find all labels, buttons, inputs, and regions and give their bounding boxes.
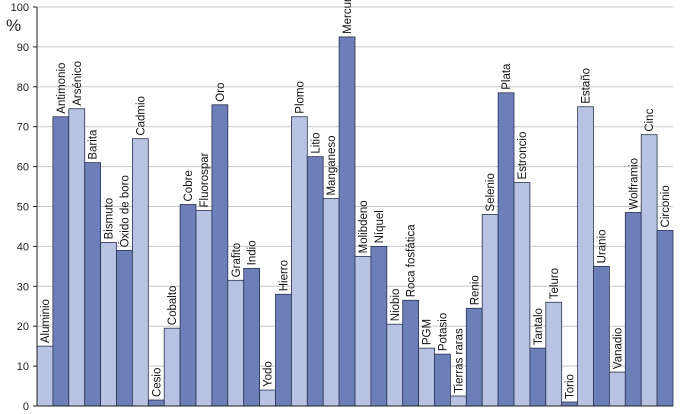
bar-label: Circonio bbox=[660, 185, 672, 227]
bar-30 bbox=[497, 92, 515, 407]
bar-label: Arsénico bbox=[72, 61, 84, 106]
bar-label: Renio bbox=[469, 275, 481, 305]
bar-17 bbox=[290, 116, 308, 407]
bar-7 bbox=[131, 138, 149, 407]
bar-label: Grafito bbox=[231, 243, 243, 278]
bar-label: Estaño bbox=[581, 68, 593, 104]
bar-label: Plomo bbox=[294, 81, 306, 114]
bar-21 bbox=[354, 255, 372, 407]
bar-37 bbox=[609, 371, 626, 407]
bar-label: Litio bbox=[310, 133, 322, 154]
bar-label: Torio bbox=[565, 374, 577, 399]
bar-9 bbox=[163, 327, 181, 407]
bar-27 bbox=[449, 395, 467, 407]
bar-8 bbox=[147, 399, 165, 407]
bar-label: Antimonio bbox=[56, 63, 68, 114]
y-tick-label: 80 bbox=[17, 82, 29, 94]
bar-1 bbox=[36, 345, 54, 407]
bar-39 bbox=[640, 134, 658, 407]
bar-23 bbox=[386, 323, 404, 407]
bar-label: Estroncio bbox=[517, 132, 529, 180]
bar-label: Níquel bbox=[374, 210, 386, 243]
bar-label: Niobio bbox=[390, 289, 402, 322]
bar-13 bbox=[227, 279, 245, 407]
bar-4 bbox=[84, 162, 101, 407]
bar-label: Fluorospar bbox=[199, 152, 211, 207]
bar-label: Cadmio bbox=[135, 96, 147, 136]
axes: 0 10 20 30 40 50 60 70 80 90 100 bbox=[11, 2, 673, 413]
bar-label: Vanadio bbox=[612, 328, 624, 369]
bar-14 bbox=[243, 267, 260, 407]
bar-18 bbox=[306, 156, 324, 407]
y-tick-label: 40 bbox=[17, 241, 29, 253]
bar-label: Roca fosfática bbox=[406, 224, 418, 297]
bar-label: Barita bbox=[88, 129, 100, 160]
bar-10 bbox=[179, 204, 197, 407]
bar-label: Hierro bbox=[278, 260, 290, 291]
bar-label: Selenio bbox=[485, 173, 497, 211]
bar-label: Molibdeno bbox=[358, 200, 370, 253]
bar-label: Oro bbox=[215, 83, 227, 102]
bar-32 bbox=[529, 347, 547, 407]
bar-25 bbox=[418, 347, 435, 407]
y-axis-unit-label: % bbox=[6, 16, 21, 35]
y-tick-label: 20 bbox=[17, 321, 29, 333]
y-tick-label: 100 bbox=[11, 2, 29, 14]
bar-38 bbox=[624, 212, 642, 407]
y-tick-label: 50 bbox=[17, 202, 29, 214]
bar-40 bbox=[656, 230, 674, 407]
bar-label: Tantalo bbox=[533, 308, 545, 345]
y-tick-label: 0 bbox=[23, 401, 29, 413]
bar-label: Tierras raras bbox=[453, 328, 465, 393]
bar-label: PGM bbox=[422, 319, 434, 345]
bar-label: Teluro bbox=[549, 268, 561, 299]
bar-19 bbox=[322, 198, 340, 407]
bar-label: Bismuto bbox=[104, 198, 116, 240]
bar-5 bbox=[100, 242, 117, 407]
bar-label: Cinc bbox=[644, 108, 656, 131]
bar-label: Uranio bbox=[596, 229, 608, 263]
bar-label: Manganeso bbox=[326, 135, 338, 195]
bar-31 bbox=[513, 182, 531, 407]
bar-11 bbox=[195, 210, 213, 407]
bar-label: Cesio bbox=[151, 368, 163, 397]
bar-33 bbox=[545, 301, 563, 407]
bar-15 bbox=[259, 389, 276, 407]
bar-34 bbox=[561, 401, 579, 407]
bar-16 bbox=[275, 293, 292, 407]
bar-22 bbox=[370, 245, 388, 407]
bar-36 bbox=[593, 265, 610, 407]
y-tick-label: 60 bbox=[17, 162, 29, 174]
bar-3 bbox=[68, 108, 86, 407]
bar-29 bbox=[481, 214, 499, 407]
bar-label: Cobre bbox=[183, 170, 195, 201]
bar-label: Óxido de boro bbox=[118, 175, 131, 247]
bar-label: Mercurio bbox=[342, 0, 354, 34]
bar-label: Cobalto bbox=[167, 286, 179, 326]
bar-label: Indio bbox=[247, 240, 259, 265]
bar-35 bbox=[577, 106, 594, 407]
bar-label: Plata bbox=[501, 63, 513, 90]
y-tick-label: 90 bbox=[17, 42, 29, 54]
bar-24 bbox=[402, 299, 420, 407]
y-tick-label: 30 bbox=[17, 281, 29, 293]
bar-12 bbox=[211, 104, 229, 407]
bar-label: Wolframio bbox=[628, 158, 640, 210]
y-tick-label: 70 bbox=[17, 122, 29, 134]
bar-6 bbox=[116, 249, 133, 407]
bar-2 bbox=[52, 116, 70, 407]
y-tick-label: 10 bbox=[17, 361, 29, 373]
bar-26 bbox=[434, 353, 451, 407]
bar-28 bbox=[465, 307, 483, 407]
bar-20 bbox=[338, 36, 356, 407]
bar-label: Aluminio bbox=[40, 299, 52, 343]
bar-label: Potasio bbox=[437, 313, 449, 351]
bars: Aluminio Antimonio Arsénico Barita Bismuto Óx… bbox=[36, 0, 674, 407]
bar-label: Yodo bbox=[263, 361, 275, 387]
